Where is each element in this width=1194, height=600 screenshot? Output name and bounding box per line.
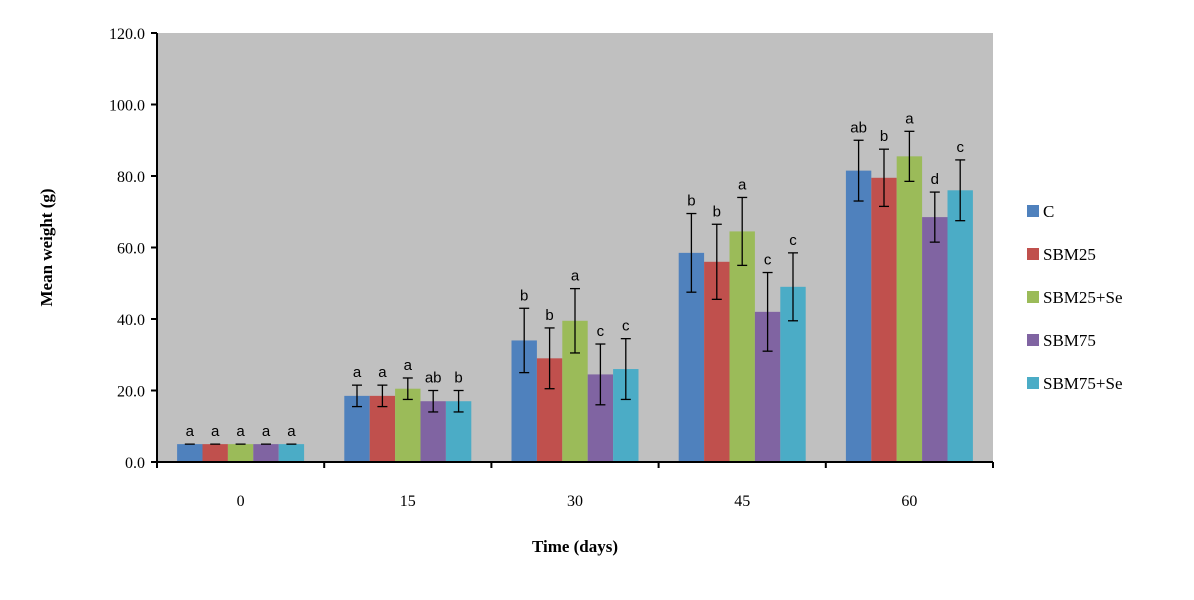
bar — [922, 217, 948, 462]
legend-swatch — [1027, 248, 1039, 260]
significance-letter: b — [687, 193, 695, 210]
significance-letter: b — [454, 370, 462, 387]
significance-letter: b — [880, 128, 888, 145]
legend-swatch — [1027, 377, 1039, 389]
y-tick-label: 80.0 — [117, 169, 145, 186]
significance-letter: c — [764, 252, 772, 269]
bar — [177, 444, 203, 462]
x-tick-label: 15 — [400, 493, 416, 510]
bar — [947, 190, 973, 463]
significance-letter: a — [905, 110, 914, 127]
significance-letter: d — [931, 171, 939, 188]
bar — [227, 444, 254, 462]
significance-letter: a — [236, 423, 245, 440]
y-tick-label: 60.0 — [117, 241, 145, 258]
significance-letter: c — [597, 323, 605, 340]
y-axis-title: Mean weight (g) — [37, 188, 56, 306]
y-tick-label: 40.0 — [117, 312, 145, 329]
significance-letter: a — [738, 176, 747, 193]
legend-swatch — [1027, 334, 1039, 346]
y-tick-label: 20.0 — [117, 384, 145, 401]
x-axis-title: Time (days) — [532, 537, 618, 556]
x-tick-label: 0 — [237, 493, 245, 510]
significance-letter: a — [404, 357, 413, 374]
significance-letter: b — [520, 287, 528, 304]
bar — [395, 388, 421, 462]
legend-label: SBM25+Se — [1043, 288, 1123, 307]
significance-letter: ab — [850, 119, 867, 136]
x-tick-label: 45 — [734, 493, 750, 510]
significance-letter: a — [353, 364, 362, 381]
legend-label: SBM25 — [1043, 245, 1096, 264]
significance-letter: ab — [425, 370, 442, 387]
bar — [871, 177, 897, 462]
legend-label: SBM75 — [1043, 331, 1096, 350]
legend-label: C — [1043, 202, 1054, 221]
significance-letter: a — [378, 364, 387, 381]
significance-letter: c — [789, 232, 797, 249]
y-tick-label: 100.0 — [109, 98, 145, 115]
bar — [253, 444, 279, 462]
significance-letter: c — [622, 318, 630, 335]
bar — [729, 231, 755, 462]
significance-letter: a — [211, 423, 220, 440]
legend-swatch — [1027, 291, 1039, 303]
bar — [845, 170, 872, 462]
bar — [278, 444, 305, 462]
x-tick-label: 60 — [901, 493, 917, 510]
significance-letter: c — [956, 139, 964, 156]
bar — [202, 444, 228, 462]
y-tick-label: 120.0 — [109, 26, 145, 43]
bar — [896, 156, 923, 462]
legend-swatch — [1027, 205, 1039, 217]
significance-letter: a — [262, 423, 271, 440]
y-tick-label: 0.0 — [125, 455, 145, 472]
x-tick-label: 30 — [567, 493, 583, 510]
significance-letter: a — [186, 423, 195, 440]
significance-letter: b — [545, 307, 553, 324]
significance-letter: a — [571, 268, 580, 285]
legend-label: SBM75+Se — [1043, 374, 1123, 393]
significance-letter: a — [287, 423, 296, 440]
significance-letter: b — [713, 203, 721, 220]
